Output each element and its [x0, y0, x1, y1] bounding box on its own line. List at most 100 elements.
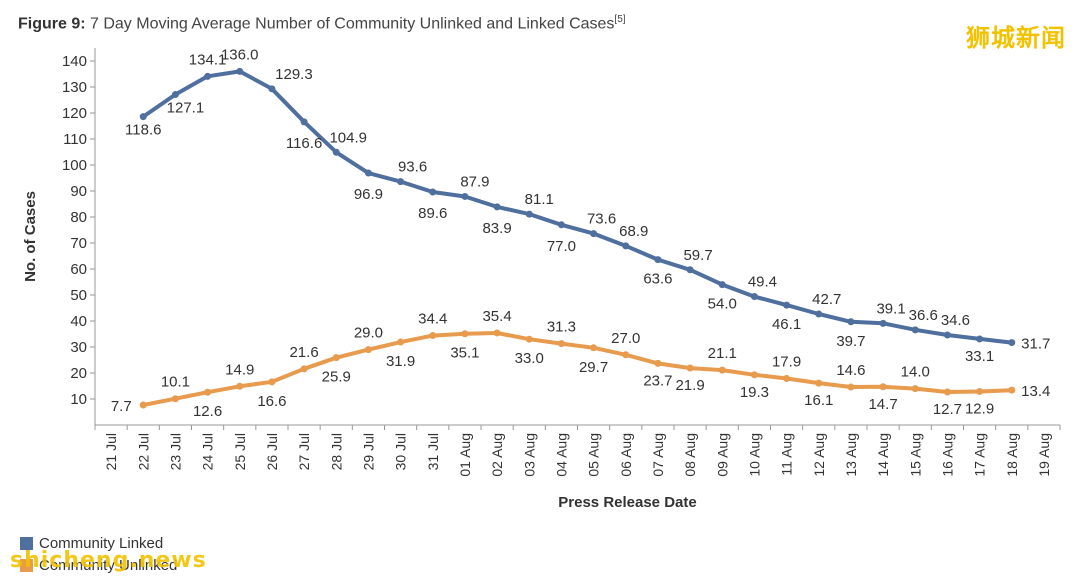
data-label-linked: 89.6 [418, 205, 447, 222]
x-tick-label: 04 Aug [553, 433, 569, 477]
data-point-unlinked [911, 385, 919, 393]
data-point-unlinked [879, 383, 887, 391]
y-tick-label: 110 [63, 131, 87, 148]
data-point-linked [171, 91, 179, 99]
data-point-unlinked [815, 379, 823, 387]
data-point-unlinked [750, 371, 758, 379]
data-label-linked: 49.4 [748, 274, 777, 291]
legend-item-linked: Community Linked [20, 532, 177, 554]
data-point-linked [397, 178, 405, 186]
y-tick-label: 120 [62, 105, 87, 122]
data-label-linked: 63.6 [643, 271, 672, 288]
x-tick-label: 05 Aug [586, 433, 602, 477]
data-label-unlinked: 12.6 [193, 403, 222, 420]
x-tick-label: 11 Aug [779, 433, 795, 476]
data-point-unlinked [557, 340, 565, 348]
data-point-linked [976, 335, 984, 343]
data-label-unlinked: 29.0 [354, 325, 383, 342]
data-point-unlinked [236, 382, 244, 390]
data-label-linked: 127.1 [167, 100, 205, 117]
data-point-linked [718, 281, 726, 289]
x-tick-label: 01 Aug [457, 433, 473, 477]
data-label-unlinked: 14.9 [225, 361, 254, 378]
data-label-linked: 136.0 [221, 46, 259, 63]
data-point-linked [847, 318, 855, 326]
x-tick-label: 16 Aug [939, 433, 955, 477]
y-tick-label: 10 [70, 391, 87, 408]
data-label-linked: 39.7 [836, 333, 865, 350]
data-point-linked [943, 331, 951, 339]
data-label-linked: 46.1 [772, 316, 801, 333]
x-tick-label: 18 Aug [1004, 433, 1020, 477]
data-point-linked [557, 221, 565, 229]
data-label-linked: 104.9 [329, 129, 367, 146]
data-label-unlinked: 34.4 [418, 311, 447, 328]
x-tick-label: 29 Jul [360, 433, 376, 470]
data-label-linked: 81.1 [525, 191, 554, 208]
data-point-unlinked [847, 383, 855, 391]
x-tick-label: 07 Aug [650, 433, 666, 477]
data-point-unlinked [976, 387, 984, 395]
x-tick-label: 31 Jul [425, 433, 441, 470]
data-label-linked: 118.6 [125, 122, 161, 139]
x-tick-label: 17 Aug [972, 433, 988, 477]
data-label-linked: 34.6 [941, 312, 970, 329]
data-point-linked [364, 169, 372, 177]
data-label-linked: 87.9 [460, 173, 489, 190]
legend-swatch-unlinked [20, 558, 33, 572]
data-point-linked [815, 310, 823, 318]
legend-item-unlinked: Community Unlinked [20, 554, 177, 576]
data-point-unlinked [171, 395, 179, 403]
x-tick-label: 25 Jul [232, 433, 248, 470]
data-point-linked [204, 72, 212, 80]
data-point-unlinked [139, 401, 147, 409]
x-tick-label: 10 Aug [746, 433, 762, 477]
data-point-unlinked [461, 330, 469, 338]
x-tick-label: 06 Aug [618, 433, 634, 477]
legend-label-unlinked: Community Unlinked [39, 556, 178, 574]
series-line-unlinked [141, 331, 1014, 407]
x-tick-label: 09 Aug [714, 433, 730, 477]
data-label-linked: 33.1 [965, 348, 994, 365]
x-tick-label: 30 Jul [393, 433, 409, 470]
data-label-unlinked: 33.0 [515, 350, 544, 367]
data-label-unlinked: 35.1 [450, 345, 479, 362]
x-tick-label: 23 Jul [167, 433, 183, 470]
data-label-unlinked: 14.0 [901, 364, 930, 381]
x-tick-label: 14 Aug [875, 433, 891, 477]
y-tick-label: 50 [70, 287, 87, 304]
data-label-linked: 54.0 [708, 296, 737, 313]
figure-label: Figure 9: [18, 15, 86, 33]
data-label-linked: 96.9 [354, 186, 383, 203]
data-point-unlinked [686, 364, 694, 372]
data-label-unlinked: 17.9 [772, 353, 801, 370]
data-point-linked [654, 256, 662, 264]
data-point-unlinked [943, 388, 951, 396]
data-point-linked [268, 85, 276, 93]
data-label-unlinked: 31.3 [547, 319, 576, 336]
data-point-unlinked [397, 338, 405, 346]
y-tick-label: 100 [62, 157, 87, 174]
data-label-linked: 129.3 [275, 66, 313, 83]
data-point-linked [525, 210, 533, 218]
data-point-linked [783, 301, 791, 309]
data-label-unlinked: 23.7 [643, 372, 672, 389]
data-point-linked [590, 230, 598, 238]
data-label-unlinked: 35.4 [482, 308, 511, 325]
x-tick-label: 03 Aug [521, 433, 537, 477]
y-tick-label: 60 [70, 261, 87, 278]
data-label-unlinked: 21.9 [675, 377, 704, 394]
x-tick-label: 02 Aug [489, 433, 505, 477]
data-point-unlinked [783, 374, 791, 382]
data-label-unlinked: 16.6 [257, 393, 286, 410]
y-tick-label: 20 [70, 365, 87, 382]
data-label-linked: 36.6 [909, 307, 938, 324]
data-label-unlinked: 14.7 [868, 396, 897, 413]
data-label-unlinked: 13.4 [1021, 383, 1050, 400]
data-point-unlinked [622, 351, 630, 359]
data-point-unlinked [590, 344, 598, 352]
data-label-unlinked: 10.1 [161, 374, 190, 391]
data-label-unlinked: 12.9 [965, 400, 994, 417]
data-label-linked: 39.1 [876, 300, 905, 317]
